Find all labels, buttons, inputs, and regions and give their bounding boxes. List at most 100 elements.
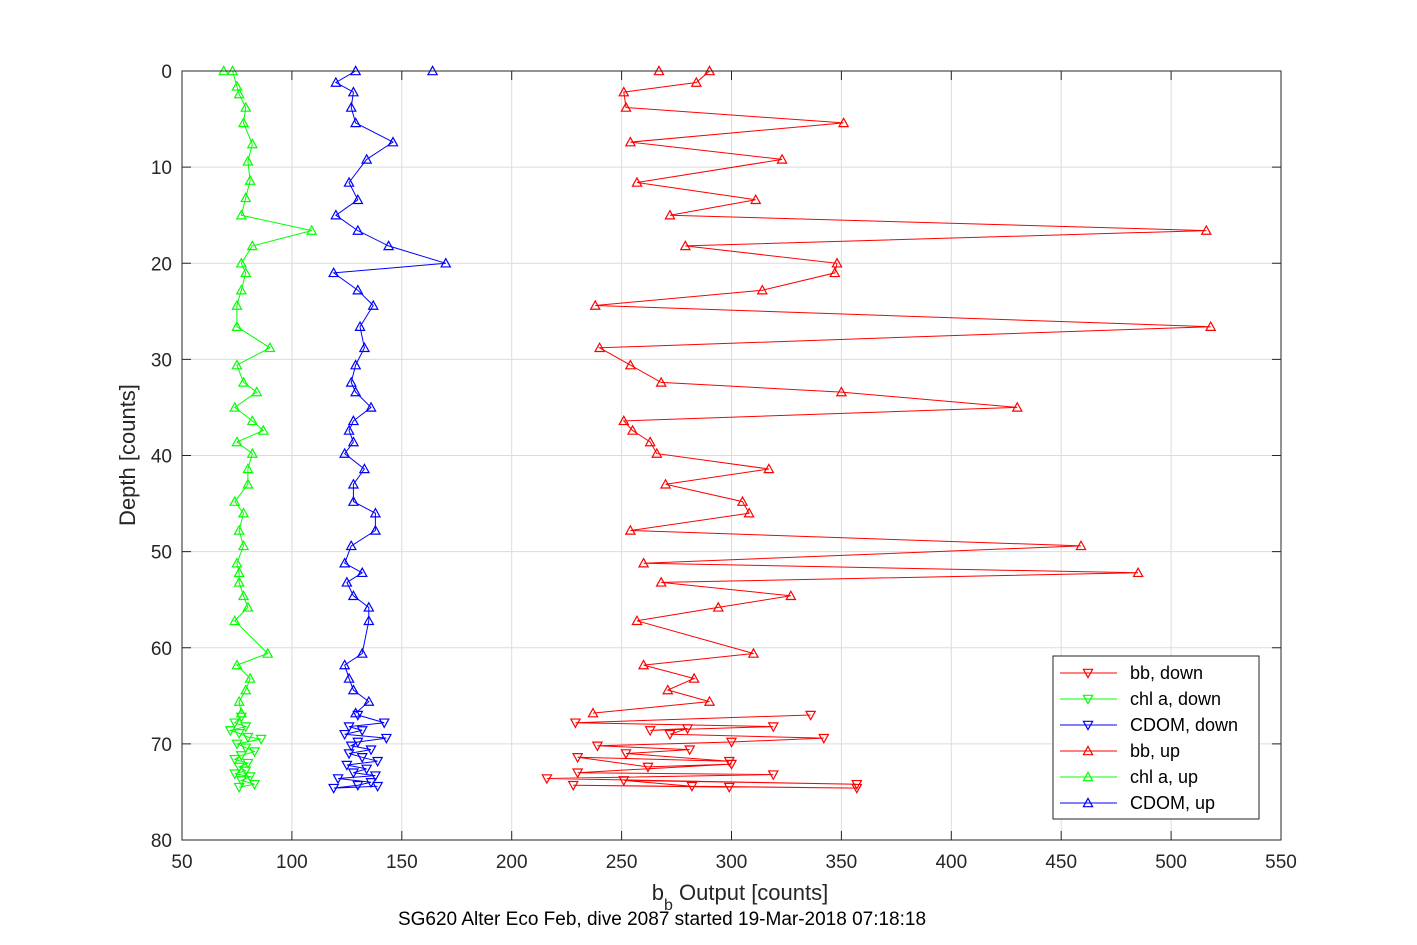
data-point-marker — [347, 86, 360, 97]
data-point-marker — [380, 733, 393, 744]
data-point-marker — [229, 495, 241, 506]
data-point-marker — [725, 737, 738, 748]
data-point-marker — [352, 780, 364, 792]
y-tick-label: 0 — [161, 62, 172, 83]
x-tick-label: 50 — [171, 852, 192, 873]
data-point-marker — [235, 776, 247, 787]
legend-entry-label: chl a, down — [1130, 689, 1221, 709]
data-point-marker — [572, 753, 584, 764]
x-tick-label: 250 — [606, 852, 638, 873]
data-point-marker — [229, 401, 241, 412]
data-point-marker — [235, 712, 247, 723]
y-tick-label: 40 — [151, 447, 172, 468]
data-point-marker — [244, 772, 256, 783]
data-point-marker — [343, 722, 355, 733]
data-point-marker — [229, 718, 241, 729]
series-5 — [328, 65, 452, 718]
legend-entry-label: CDOM, up — [1130, 793, 1215, 813]
data-point-marker — [631, 176, 643, 187]
data-point-marker — [835, 386, 848, 397]
legend-marker — [1082, 720, 1094, 731]
data-point-marker — [591, 741, 604, 752]
data-point-marker — [378, 718, 390, 729]
data-point-marker — [1011, 401, 1023, 412]
y-tick-label: 80 — [151, 831, 172, 852]
y-tick-label: 50 — [151, 543, 172, 564]
data-point-marker — [235, 209, 247, 220]
data-point-marker — [347, 495, 360, 506]
data-point-marker — [233, 782, 245, 793]
data-point-marker — [246, 138, 258, 149]
data-point-marker — [264, 342, 276, 353]
data-point-marker — [262, 647, 274, 658]
data-point-marker — [664, 729, 676, 741]
data-point-marker — [229, 614, 241, 626]
data-point-marker — [750, 193, 762, 205]
y-tick-label: 20 — [151, 254, 172, 275]
data-point-marker — [354, 320, 366, 331]
data-point-marker — [231, 659, 243, 670]
x-tick-label: 450 — [1045, 852, 1077, 873]
data-point-marker — [330, 209, 342, 220]
data-point-marker — [1200, 224, 1212, 235]
data-point-marker — [440, 257, 452, 268]
data-point-marker — [655, 376, 667, 387]
data-point-marker — [631, 614, 643, 626]
data-point-marker — [365, 745, 377, 756]
data-point-marker — [567, 780, 579, 792]
data-point-marker — [231, 436, 243, 447]
data-point-marker — [624, 524, 637, 535]
data-point-marker — [233, 566, 245, 578]
legend-marker — [1082, 668, 1094, 679]
data-point-marker — [233, 524, 245, 535]
data-point-marker — [356, 726, 368, 737]
series-line — [223, 70, 312, 714]
data-point-marker — [681, 724, 694, 735]
data-point-marker — [369, 771, 382, 782]
data-point-marker — [350, 707, 362, 718]
legend-marker — [1082, 694, 1094, 705]
data-point-marker — [367, 299, 379, 310]
data-point-marker — [231, 739, 243, 750]
data-point-marker — [644, 726, 656, 737]
data-point-marker — [703, 695, 716, 706]
series-line — [592, 70, 1211, 714]
data-point-marker — [341, 576, 353, 587]
data-point-marker — [328, 267, 340, 278]
data-point-marker — [339, 659, 351, 670]
data-point-marker — [235, 284, 247, 295]
data-point-marker — [237, 507, 250, 518]
data-point-marker — [240, 684, 252, 695]
legend-entry-label: bb, down — [1130, 663, 1203, 683]
data-point-marker — [246, 415, 258, 426]
x-tick-label: 200 — [496, 852, 528, 873]
data-point-marker — [626, 424, 639, 435]
data-point-marker — [688, 672, 700, 683]
data-point-marker — [350, 359, 362, 370]
data-point-marker — [233, 695, 245, 706]
x-tick-label: 550 — [1265, 852, 1297, 873]
data-point-marker — [235, 257, 247, 268]
data-point-marker — [345, 741, 357, 752]
data-point-marker — [246, 447, 258, 458]
data-point-marker — [328, 783, 340, 794]
data-point-marker — [387, 136, 399, 147]
data-point-marker — [637, 557, 650, 568]
data-point-marker — [235, 707, 247, 718]
ticks: 50 100 150 200 250 300 350 400 450 500 550 0 10 20 30 4… — [151, 62, 1297, 873]
data-point-marker — [343, 176, 355, 187]
data-point-marker — [242, 478, 254, 489]
data-point-marker — [248, 779, 261, 791]
data-point-marker — [352, 193, 364, 205]
data-point-marker — [358, 342, 371, 353]
series-1 — [224, 712, 267, 793]
x-tick-label: 300 — [716, 852, 748, 873]
data-point-marker — [572, 768, 584, 779]
data-point-marker — [1075, 540, 1087, 551]
data-point-marker — [655, 576, 667, 587]
data-point-marker — [237, 376, 250, 387]
legend-marker — [1082, 771, 1094, 782]
data-point-marker — [244, 672, 256, 683]
data-point-marker — [624, 136, 637, 147]
legend-entry-label: chl a, up — [1130, 767, 1198, 787]
